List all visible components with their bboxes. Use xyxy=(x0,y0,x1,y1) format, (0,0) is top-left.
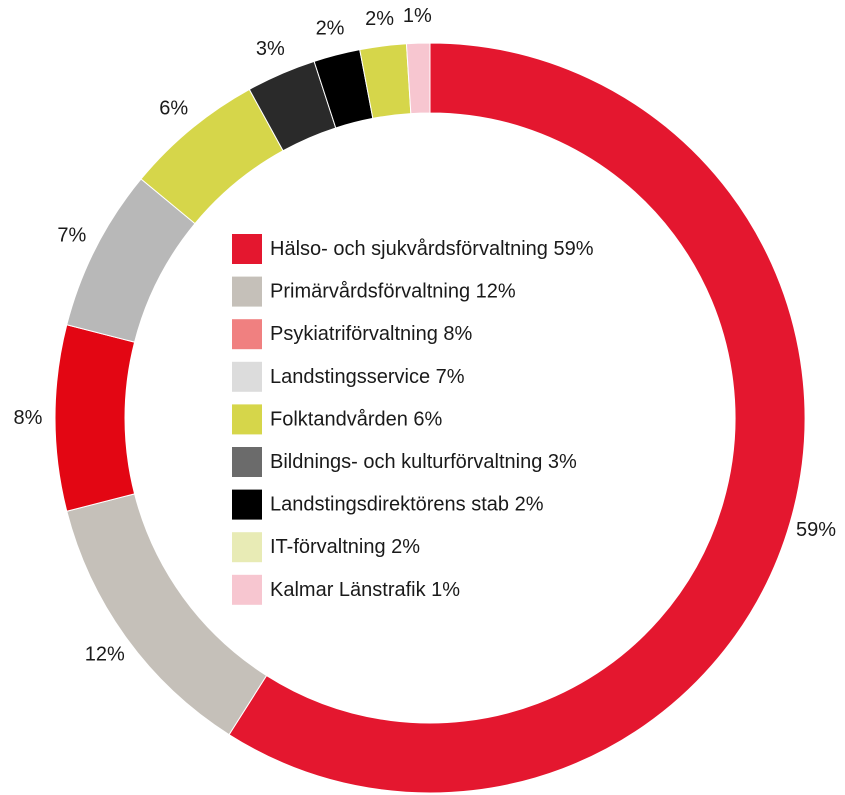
slice-value-label: 12% xyxy=(85,643,125,665)
legend: Hälso- och sjukvårdsförvaltning 59% Primä… xyxy=(232,234,594,605)
legend-label: Landstingsservice 7% xyxy=(270,366,465,388)
legend-swatch xyxy=(232,574,262,605)
slice-value-label: 8% xyxy=(14,407,43,429)
legend-swatch xyxy=(232,404,262,435)
slice-8 xyxy=(405,42,431,115)
slice-1 xyxy=(66,493,268,736)
legend-swatch xyxy=(232,447,262,477)
slice-2 xyxy=(54,324,136,512)
slice-value-label: 3% xyxy=(256,38,285,60)
slice-value-label: 2% xyxy=(316,18,345,40)
legend-swatch xyxy=(232,234,262,264)
legend-label: Landstingsdirektörens stab 2% xyxy=(270,494,544,516)
slice-value-label: 59% xyxy=(796,519,836,541)
slice-value-label: 1% xyxy=(403,5,432,27)
legend-label: IT-förvaltning 2% xyxy=(270,536,420,558)
slice-value-labels: 59% 12% 8% 7% 6% 3% 2% 2% 1% xyxy=(14,5,837,665)
legend-swatch xyxy=(232,489,262,520)
slice-value-label: 2% xyxy=(365,8,394,30)
legend-swatch xyxy=(232,532,262,563)
slice-value-label: 6% xyxy=(159,97,188,119)
legend-swatch xyxy=(232,276,262,307)
legend-swatch xyxy=(232,319,262,350)
slice-0 xyxy=(228,42,806,794)
legend-label: Folktandvården 6% xyxy=(270,408,443,430)
legend-label: Bildnings- och kulturförvaltning 3% xyxy=(270,451,577,473)
donut-slices xyxy=(54,42,806,794)
legend-swatch xyxy=(232,361,262,392)
slice-value-label: 7% xyxy=(57,224,86,246)
legend-label: Kalmar Länstrafik 1% xyxy=(270,579,460,601)
legend-label: Primärvårdsförvaltning 12% xyxy=(270,281,516,303)
legend-label: Hälso- och sjukvårdsförvaltning 59% xyxy=(270,238,594,260)
legend-label: Psykiatriförvaltning 8% xyxy=(270,323,473,345)
